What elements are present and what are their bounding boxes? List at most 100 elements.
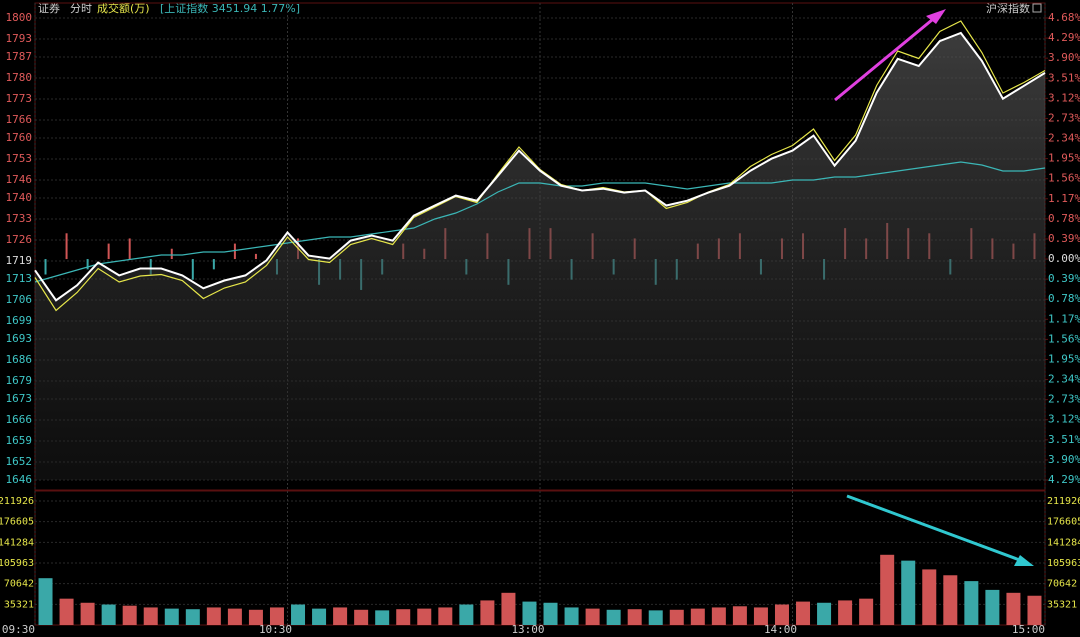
y-tick-label: 1800 <box>6 11 33 24</box>
volume-bar <box>417 608 432 625</box>
volume-bar <box>1006 592 1021 625</box>
bar <box>86 259 89 270</box>
y2-tick-label: 3.12% <box>1048 91 1080 104</box>
volume-bar <box>753 607 768 625</box>
price-area <box>35 33 1045 480</box>
bar <box>233 243 236 260</box>
volume-bar <box>585 608 600 625</box>
annotation-arrow <box>834 13 939 102</box>
y-tick-label: 1719 <box>6 254 33 267</box>
x-tick-label: 14:00 <box>764 623 797 636</box>
volume-bar <box>269 607 284 625</box>
volume-bar <box>606 609 621 625</box>
y2-tick-label: 3.90% <box>1048 453 1080 466</box>
x-tick-label: 10:30 <box>259 623 292 636</box>
volume-tick-label: 35321 <box>4 599 34 610</box>
y2-tick-label: 0.39% <box>1048 272 1080 285</box>
tab[interactable]: 证券 <box>38 1 60 15</box>
volume-tick-label: 211926 <box>0 496 34 507</box>
volume-bar <box>796 601 811 625</box>
y-tick-label: 1713 <box>6 272 33 285</box>
volume-tick-label: 35321 <box>1047 599 1077 610</box>
y-tick-label: 1666 <box>6 413 33 426</box>
volume-bar <box>964 581 979 625</box>
volume-bar <box>164 608 179 625</box>
tab[interactable]: 分时 <box>70 2 92 15</box>
volume-bar <box>690 608 705 625</box>
volume-bar <box>438 607 453 625</box>
y2-tick-label: 4.29% <box>1048 473 1080 486</box>
bar <box>212 259 215 270</box>
volume-bar <box>227 608 242 625</box>
y-tick-label: 1693 <box>6 332 33 345</box>
volume-bar <box>396 609 411 625</box>
volume-bar <box>501 592 516 625</box>
volume-bar <box>985 589 1000 625</box>
y2-tick-label: 1.56% <box>1048 172 1080 185</box>
y2-tick-label: 1.17% <box>1048 312 1080 325</box>
y2-tick-label: 3.51% <box>1048 433 1080 446</box>
volume-bar <box>59 598 74 625</box>
y2-tick-label: 4.29% <box>1048 31 1080 44</box>
y2-tick-label: 3.90% <box>1048 51 1080 64</box>
x-tick-label: 15:00 <box>1012 623 1045 636</box>
bar <box>65 233 68 260</box>
volume-tick-label: 141284 <box>1047 537 1080 548</box>
volume-bar <box>354 609 369 625</box>
volume-tick-label: 141284 <box>0 537 34 548</box>
volume-tick-label: 70642 <box>1047 579 1077 590</box>
x-tick-label: 09:30 <box>2 623 35 636</box>
y-tick-label: 1673 <box>6 392 33 405</box>
y2-tick-label: 3.12% <box>1048 413 1080 426</box>
annotation-arrow <box>846 494 1026 564</box>
volume-bar <box>522 601 537 625</box>
y2-tick-label: 1.95% <box>1048 352 1080 365</box>
volume-bar <box>312 608 327 625</box>
right-label[interactable]: 沪深指数 <box>986 1 1030 15</box>
volume-bar <box>648 610 663 625</box>
y-tick-label: 1773 <box>6 92 33 105</box>
x-tick-label: 13:00 <box>511 623 544 636</box>
indicator: 成交额(万) <box>97 1 150 15</box>
y-tick-label: 1753 <box>6 152 33 165</box>
volume-bar <box>901 560 916 625</box>
y2-tick-label: 2.73% <box>1048 393 1080 406</box>
y2-tick-label: 1.56% <box>1048 332 1080 345</box>
index-info: [上证指数 3451.94 1.77%] <box>160 1 300 15</box>
y-tick-label: 1760 <box>6 131 33 144</box>
y2-tick-label: 0.00% <box>1048 252 1080 265</box>
volume-bar <box>564 607 579 625</box>
toggle-icon[interactable] <box>1032 3 1042 13</box>
bar <box>254 253 257 260</box>
arrow-head <box>1014 555 1034 566</box>
volume-bar <box>838 600 853 625</box>
y2-tick-label: 1.95% <box>1048 152 1080 165</box>
y-tick-label: 1706 <box>6 293 33 306</box>
y-tick-label: 1733 <box>6 212 33 225</box>
volume-tick-label: 176605 <box>0 517 34 528</box>
bar <box>107 243 110 260</box>
y2-tick-label: 4.68% <box>1048 11 1080 24</box>
y2-tick-label: 2.34% <box>1048 132 1080 145</box>
volume-bar <box>80 602 95 625</box>
volume-bar <box>774 604 789 625</box>
price-line <box>34 31 1046 302</box>
volume-bar <box>543 602 558 625</box>
volume-bar <box>185 609 200 625</box>
volume-bar <box>817 602 832 625</box>
volume-bar <box>206 607 221 625</box>
y2-tick-label: 2.73% <box>1048 111 1080 124</box>
volume-bar <box>38 578 53 625</box>
bar <box>128 238 131 260</box>
volume-bar <box>291 604 306 625</box>
y-tick-label: 1699 <box>6 314 33 327</box>
volume-tick-label: 105963 <box>1047 558 1080 569</box>
volume-tick-label: 105963 <box>0 558 34 569</box>
volume-bar <box>143 607 158 625</box>
y-tick-label: 1726 <box>6 233 33 246</box>
y-tick-label: 1652 <box>6 455 33 468</box>
y2-tick-label: 3.51% <box>1048 71 1080 84</box>
y-tick-label: 1780 <box>6 71 33 84</box>
y-tick-label: 1787 <box>6 50 33 63</box>
